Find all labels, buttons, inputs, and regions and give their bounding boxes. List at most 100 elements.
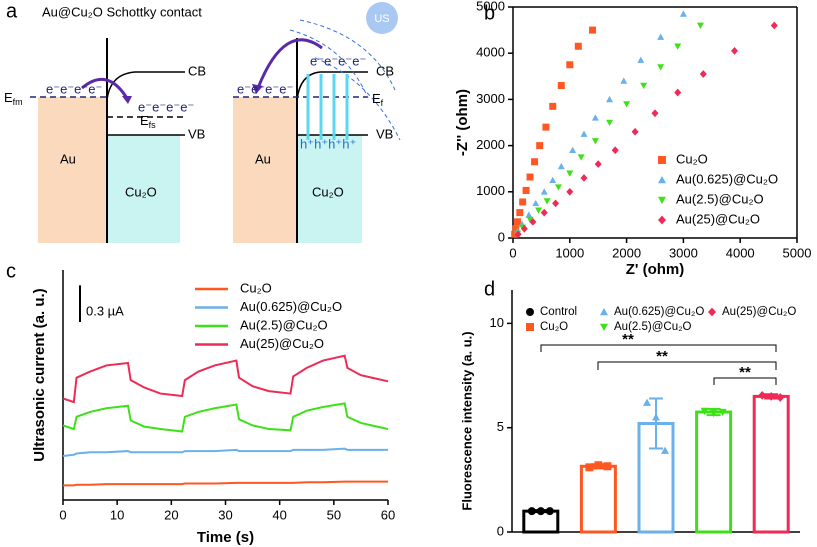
marker (657, 33, 665, 40)
wave (299, 19, 396, 91)
marker (770, 21, 778, 30)
marker (591, 138, 599, 145)
label: US (374, 13, 389, 25)
marker (540, 188, 548, 195)
marker (606, 119, 614, 126)
marker (651, 109, 659, 118)
marker (566, 187, 574, 196)
conduction-band (296, 71, 368, 101)
legend-label: Au(25)@Cu₂O (676, 211, 760, 226)
legend-marker (708, 307, 716, 317)
ultrasound-icon (366, 2, 398, 34)
line (62, 447, 388, 457)
x-tick-label: 50 (327, 507, 341, 522)
marker (674, 43, 682, 50)
label: E (140, 113, 149, 128)
marker (657, 64, 665, 71)
bar (637, 422, 675, 534)
marker (542, 123, 550, 131)
diagram-title: Au@Cu₂O Schottky contact (42, 4, 202, 19)
metal-block (38, 97, 107, 243)
excitation-arrows (306, 74, 349, 140)
label: E (4, 90, 13, 105)
marker (643, 398, 651, 406)
electrons: e⁻e⁻e⁻e⁻ (138, 99, 194, 114)
legend-label: Au(0.625)@Cu₂O (240, 299, 342, 314)
marker (549, 102, 557, 110)
marker (543, 198, 551, 205)
label: CB (376, 63, 394, 78)
y-axis-label: Fluorescence intensity (a. u.) (459, 331, 474, 510)
x-tick-label: 1000 (555, 245, 584, 260)
y-tick-label: 3000 (476, 91, 505, 106)
label: Au (255, 151, 271, 166)
holes: h⁺h⁺h⁺h⁺ (300, 136, 356, 151)
marker (718, 408, 727, 417)
arrowhead (252, 84, 263, 94)
marker (526, 216, 534, 224)
metal-block (233, 97, 297, 243)
legend-marker (658, 196, 666, 204)
marker (519, 198, 527, 206)
x-tick-label: 5000 (783, 245, 812, 260)
marker (623, 101, 631, 108)
x-tick-label: 20 (164, 507, 178, 522)
marker (758, 390, 767, 400)
marker (577, 154, 585, 161)
marker (767, 391, 776, 401)
legend-label: Au(2.5)@Cu₂O (676, 191, 764, 206)
marker (594, 461, 603, 470)
marker (525, 211, 533, 218)
panel-label: b (484, 2, 495, 24)
legend-marker (526, 323, 534, 331)
legend-marker (658, 176, 666, 184)
marker (696, 22, 704, 29)
line (62, 354, 389, 404)
bracket (597, 361, 777, 370)
marker (540, 208, 548, 217)
label: Efm (4, 90, 23, 107)
marker (536, 507, 545, 516)
label: fm (13, 97, 23, 107)
x-tick-label: 0 (59, 507, 66, 522)
conduction-band (106, 71, 185, 101)
marker (674, 88, 682, 97)
marker (566, 170, 574, 177)
marker (603, 462, 612, 471)
marker (557, 82, 565, 90)
label: VB (376, 126, 393, 141)
y-axis-label: -Z'' (ohm) (454, 89, 471, 156)
x-tick-label: 10 (110, 507, 124, 522)
bracket (540, 344, 777, 352)
bar (695, 410, 733, 534)
legend-label: Au(2.5)@Cu₂O (240, 317, 328, 332)
label: Ef (372, 91, 384, 108)
marker (529, 217, 537, 226)
marker (661, 446, 669, 454)
label: Cu₂O (125, 184, 157, 199)
legend-marker (658, 215, 666, 225)
significance-brackets (540, 344, 777, 385)
legend-label: Cu₂O (540, 321, 568, 333)
x-tick-label: 40 (272, 507, 286, 522)
legend-label: Au(25)@Cu₂O (240, 336, 324, 351)
bracket (713, 377, 777, 385)
label: Cu₂O (312, 184, 344, 199)
x-tick-label: 30 (218, 507, 232, 522)
bar (579, 464, 617, 534)
annotation: ** (739, 364, 751, 381)
marker (631, 127, 639, 136)
marker (526, 173, 534, 181)
marker (574, 42, 582, 50)
x-axis-label: Time (s) (197, 529, 254, 546)
legend-label: Cu₂O (240, 280, 272, 295)
y-tick-label: 5 (497, 419, 504, 434)
marker (699, 70, 707, 78)
legend-label: Au(25)@Cu₂O (722, 306, 796, 318)
label: f (381, 98, 384, 108)
marker (652, 413, 660, 421)
marker (569, 146, 577, 154)
marker (545, 507, 554, 516)
x-tick-label: 60 (381, 507, 395, 522)
